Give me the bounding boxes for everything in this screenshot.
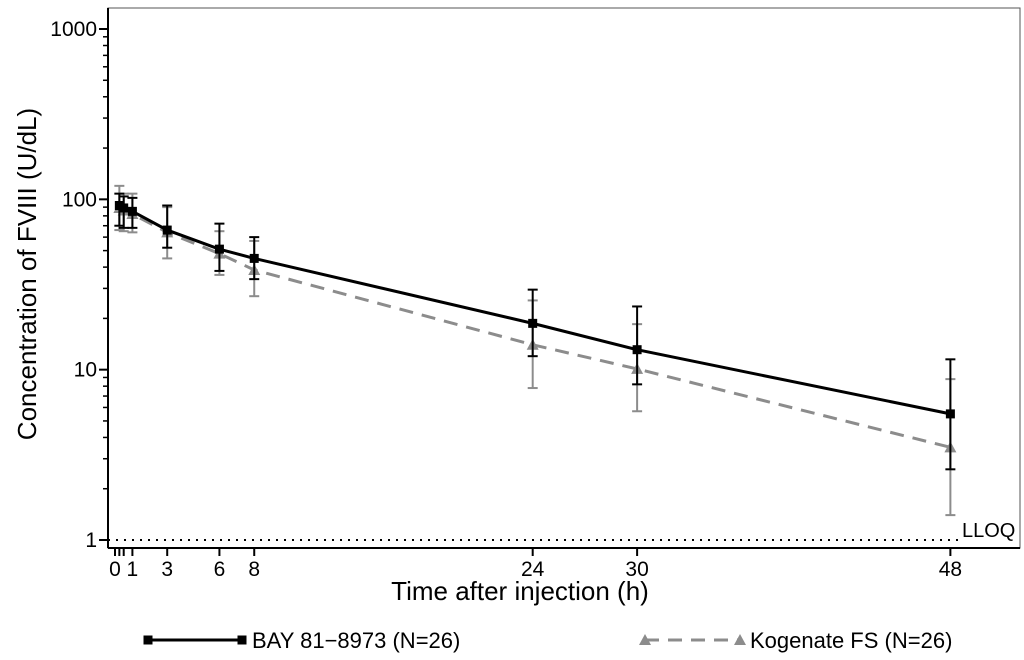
series-kogenate-fs — [113, 184, 957, 517]
legend-marker — [734, 634, 746, 645]
legend-marker — [143, 635, 153, 645]
data-point — [945, 409, 955, 419]
data-point — [127, 206, 137, 216]
legend-label: Kogenate FS (N=26) — [750, 628, 952, 653]
x-tick-label: 30 — [625, 558, 648, 581]
x-tick-label: 0 — [109, 558, 121, 581]
series-layer — [113, 184, 957, 517]
legend-item-kogenate-fs: Kogenate FS (N=26) — [639, 628, 952, 653]
x-tick-label: 3 — [161, 558, 173, 581]
y-axis: 1 10 100 1000 — [50, 8, 109, 552]
x-tick-label: 48 — [939, 558, 962, 581]
y-tick-label: 10 — [74, 359, 97, 382]
data-point — [632, 345, 642, 355]
data-point — [528, 318, 538, 328]
legend-label: BAY 81−8973 (N=26) — [252, 628, 460, 653]
x-tick-label: 8 — [248, 558, 260, 581]
data-point — [119, 203, 129, 213]
data-point — [162, 225, 172, 235]
x-tick-label: 6 — [214, 558, 226, 581]
data-point — [214, 244, 224, 254]
y-axis-title: Concentration of FVIII (U/dL) — [12, 108, 42, 440]
legend: BAY 81−8973 (N=26) Kogenate FS (N=26) — [143, 628, 952, 653]
y-tick-label: 100 — [62, 188, 97, 211]
plot-border — [107, 7, 1021, 549]
lloq-label: LLOQ — [962, 520, 1015, 542]
legend-marker — [237, 635, 247, 645]
series-bay-81-8973 — [114, 192, 956, 471]
series-line — [118, 204, 951, 416]
y-tick-label: 1000 — [50, 18, 97, 41]
legend-item-bay-81-8973: BAY 81−8973 (N=26) — [143, 628, 460, 653]
x-tick-label: 24 — [521, 558, 545, 581]
x-axis: 0 1 3 6 8 24 30 48 — [108, 547, 1020, 581]
legend-marker — [639, 634, 651, 645]
y-tick-label: 1 — [85, 529, 97, 552]
x-tick-label: 1 — [127, 558, 139, 581]
x-axis-title: Time after injection (h) — [391, 576, 649, 606]
plot-frame — [107, 7, 1021, 549]
data-point — [249, 253, 259, 263]
